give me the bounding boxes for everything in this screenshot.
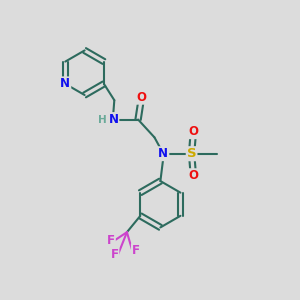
Text: N: N: [158, 147, 168, 160]
Text: N: N: [60, 77, 70, 90]
Text: F: F: [132, 244, 140, 257]
Text: F: F: [110, 248, 118, 261]
Text: H: H: [98, 115, 107, 124]
Text: S: S: [187, 147, 196, 160]
Text: F: F: [107, 234, 115, 247]
Text: O: O: [136, 91, 146, 104]
Text: O: O: [188, 169, 198, 182]
Text: O: O: [188, 125, 198, 138]
Text: N: N: [108, 113, 118, 126]
